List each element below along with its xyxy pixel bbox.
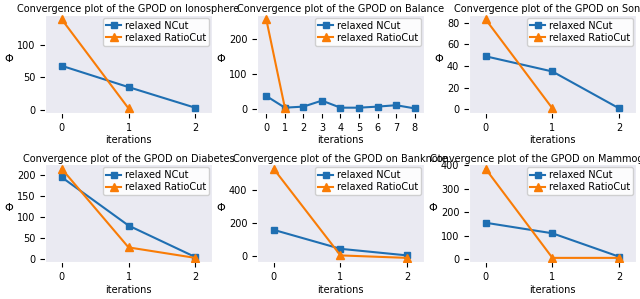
Title: Convergence plot of the GPOD on Mammographic: Convergence plot of the GPOD on Mammogra… bbox=[430, 154, 640, 164]
relaxed NCut bbox=[548, 70, 556, 73]
Title: Convergence plot of the GPOD on Sonar: Convergence plot of the GPOD on Sonar bbox=[454, 4, 640, 14]
relaxed NCut bbox=[281, 106, 289, 109]
Title: Convergence plot of the GPOD on Diabetes: Convergence plot of the GPOD on Diabetes bbox=[22, 154, 234, 164]
Y-axis label: Φ: Φ bbox=[216, 54, 225, 64]
Line: relaxed RatioCut: relaxed RatioCut bbox=[481, 165, 623, 262]
Line: relaxed NCut: relaxed NCut bbox=[263, 93, 418, 112]
relaxed NCut bbox=[482, 54, 490, 58]
Line: relaxed NCut: relaxed NCut bbox=[482, 53, 623, 112]
relaxed NCut bbox=[300, 105, 307, 109]
relaxed NCut bbox=[355, 106, 363, 109]
Title: Convergence plot of the GPOD on Ionosphere: Convergence plot of the GPOD on Ionosphe… bbox=[17, 4, 239, 14]
relaxed RatioCut bbox=[548, 256, 556, 260]
Line: relaxed NCut: relaxed NCut bbox=[482, 219, 623, 260]
Title: Convergence plot of the GPOD on Banknote: Convergence plot of the GPOD on Banknote bbox=[233, 154, 448, 164]
relaxed NCut bbox=[337, 106, 344, 109]
relaxed NCut bbox=[58, 176, 66, 179]
relaxed NCut bbox=[262, 94, 270, 98]
relaxed NCut bbox=[374, 105, 381, 109]
relaxed RatioCut bbox=[615, 256, 623, 260]
Y-axis label: Φ: Φ bbox=[428, 203, 437, 213]
X-axis label: iterations: iterations bbox=[317, 285, 364, 295]
relaxed NCut bbox=[125, 85, 132, 89]
X-axis label: iterations: iterations bbox=[529, 135, 575, 145]
Y-axis label: Φ: Φ bbox=[216, 203, 225, 213]
relaxed NCut bbox=[58, 64, 66, 68]
relaxed NCut bbox=[337, 247, 344, 251]
X-axis label: iterations: iterations bbox=[529, 285, 575, 295]
X-axis label: iterations: iterations bbox=[317, 135, 364, 145]
Line: relaxed NCut: relaxed NCut bbox=[58, 174, 199, 260]
Legend: relaxed NCut, relaxed RatioCut: relaxed NCut, relaxed RatioCut bbox=[316, 167, 421, 195]
relaxed NCut bbox=[482, 221, 490, 225]
Line: relaxed NCut: relaxed NCut bbox=[270, 226, 411, 259]
Legend: relaxed NCut, relaxed RatioCut: relaxed NCut, relaxed RatioCut bbox=[104, 167, 209, 195]
relaxed NCut bbox=[318, 99, 326, 103]
Legend: relaxed NCut, relaxed RatioCut: relaxed NCut, relaxed RatioCut bbox=[527, 167, 633, 195]
Legend: relaxed NCut, relaxed RatioCut: relaxed NCut, relaxed RatioCut bbox=[316, 18, 421, 46]
relaxed NCut bbox=[411, 106, 419, 110]
Line: relaxed RatioCut: relaxed RatioCut bbox=[58, 165, 200, 262]
relaxed NCut bbox=[191, 106, 199, 109]
relaxed NCut bbox=[403, 254, 411, 257]
relaxed RatioCut bbox=[270, 167, 278, 171]
relaxed NCut bbox=[548, 231, 556, 235]
Title: Convergence plot of the GPOD on Balance: Convergence plot of the GPOD on Balance bbox=[237, 4, 444, 14]
relaxed RatioCut bbox=[125, 245, 132, 249]
Y-axis label: Φ: Φ bbox=[4, 54, 13, 64]
relaxed NCut bbox=[615, 255, 623, 259]
relaxed NCut bbox=[615, 106, 623, 110]
X-axis label: iterations: iterations bbox=[105, 135, 152, 145]
Legend: relaxed NCut, relaxed RatioCut: relaxed NCut, relaxed RatioCut bbox=[527, 18, 633, 46]
X-axis label: iterations: iterations bbox=[105, 285, 152, 295]
relaxed NCut bbox=[392, 103, 400, 107]
relaxed NCut bbox=[270, 228, 278, 232]
relaxed RatioCut bbox=[482, 167, 490, 171]
relaxed NCut bbox=[191, 255, 199, 259]
relaxed RatioCut bbox=[58, 167, 66, 171]
relaxed NCut bbox=[125, 224, 132, 227]
relaxed RatioCut bbox=[191, 256, 199, 260]
relaxed RatioCut bbox=[403, 256, 411, 260]
Line: relaxed NCut: relaxed NCut bbox=[58, 62, 199, 111]
Y-axis label: Φ: Φ bbox=[434, 54, 443, 64]
relaxed RatioCut bbox=[337, 254, 344, 257]
Y-axis label: Φ: Φ bbox=[4, 203, 13, 213]
Legend: relaxed NCut, relaxed RatioCut: relaxed NCut, relaxed RatioCut bbox=[104, 18, 209, 46]
Line: relaxed RatioCut: relaxed RatioCut bbox=[269, 165, 412, 262]
